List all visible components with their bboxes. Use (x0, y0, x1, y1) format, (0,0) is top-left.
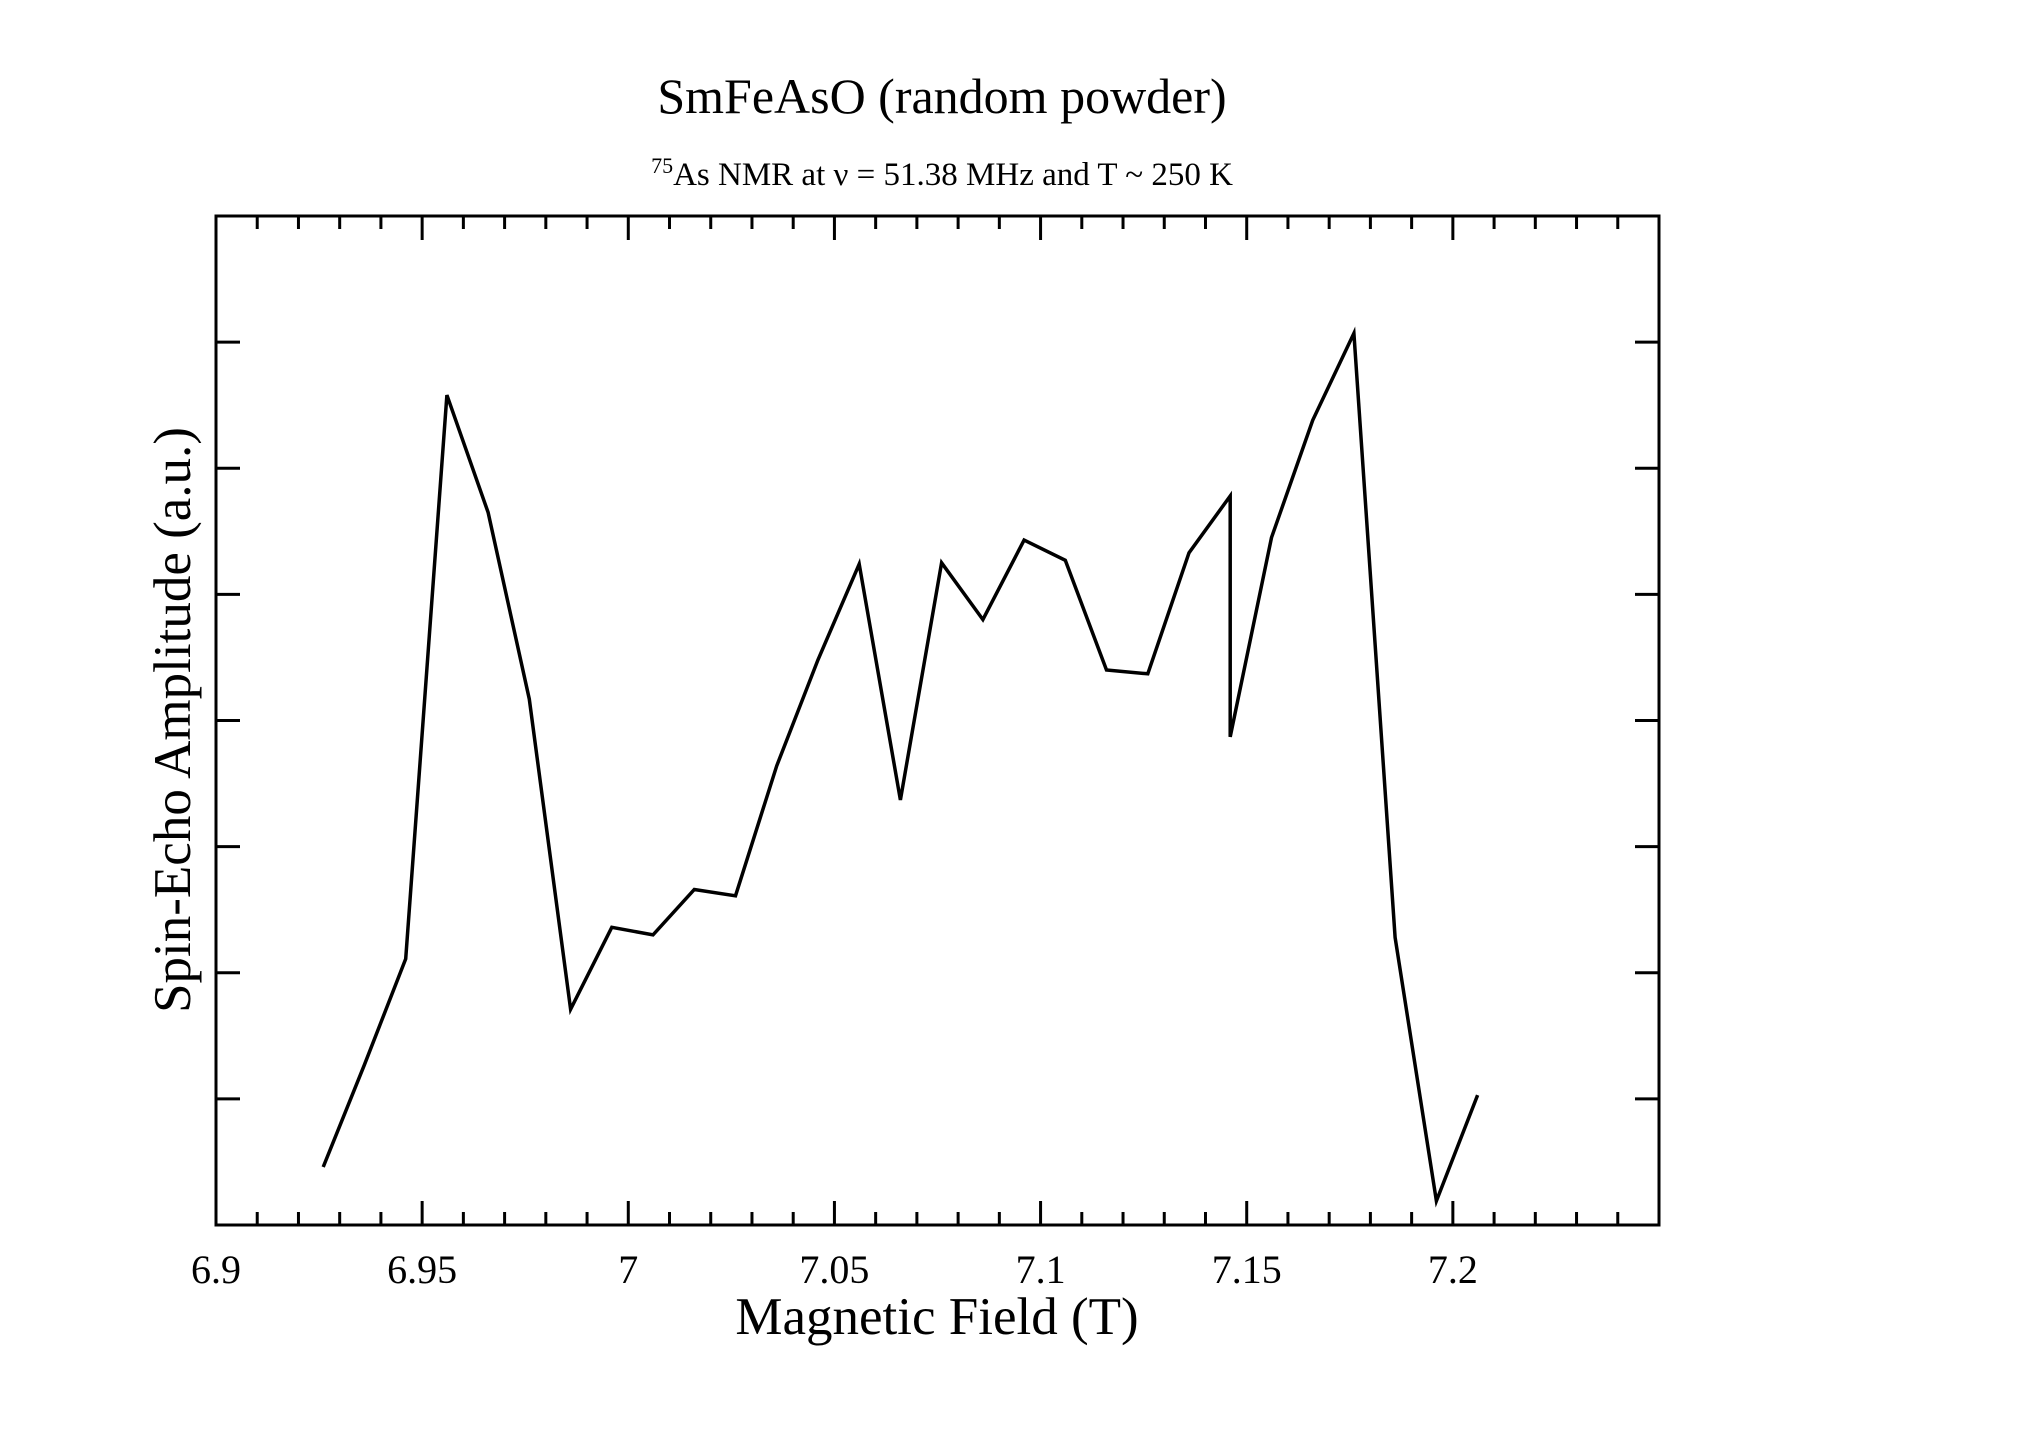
x-tick-label: 7.15 (1212, 1247, 1282, 1292)
y-axis-ticks (216, 340, 1659, 1101)
series-line (321, 326, 1480, 1208)
y-axis-label: Spin-Echo Amplitude (a.u.) (144, 427, 202, 1013)
subtitle-text: As NMR at ν = 51.38 MHz and T ~ 250 K (673, 157, 1233, 193)
x-axis-label: Magnetic Field (T) (735, 1288, 1138, 1346)
x-tick-label: 6.9 (191, 1247, 241, 1292)
series-layer (321, 326, 1480, 1208)
subtitle-isotope-superscript: 75 (651, 153, 673, 178)
chart-subtitle: 75As NMR at ν = 51.38 MHz and T ~ 250 K (651, 153, 1233, 193)
x-axis-tick-labels: 6.9 6.95 7 7.05 7.1 7.15 7.2 (191, 1247, 1478, 1292)
x-tick-label: 7.2 (1428, 1247, 1478, 1292)
x-tick-label: 7.1 (1016, 1247, 1066, 1292)
plot-frame (214, 214, 1661, 1227)
chart-title: SmFeAsO (random powder) (657, 68, 1226, 124)
x-tick-label: 7.05 (799, 1247, 869, 1292)
x-tick-label: 6.95 (387, 1247, 457, 1292)
x-tick-label: 7 (618, 1247, 638, 1292)
x-axis-ticks (214, 216, 1661, 1225)
